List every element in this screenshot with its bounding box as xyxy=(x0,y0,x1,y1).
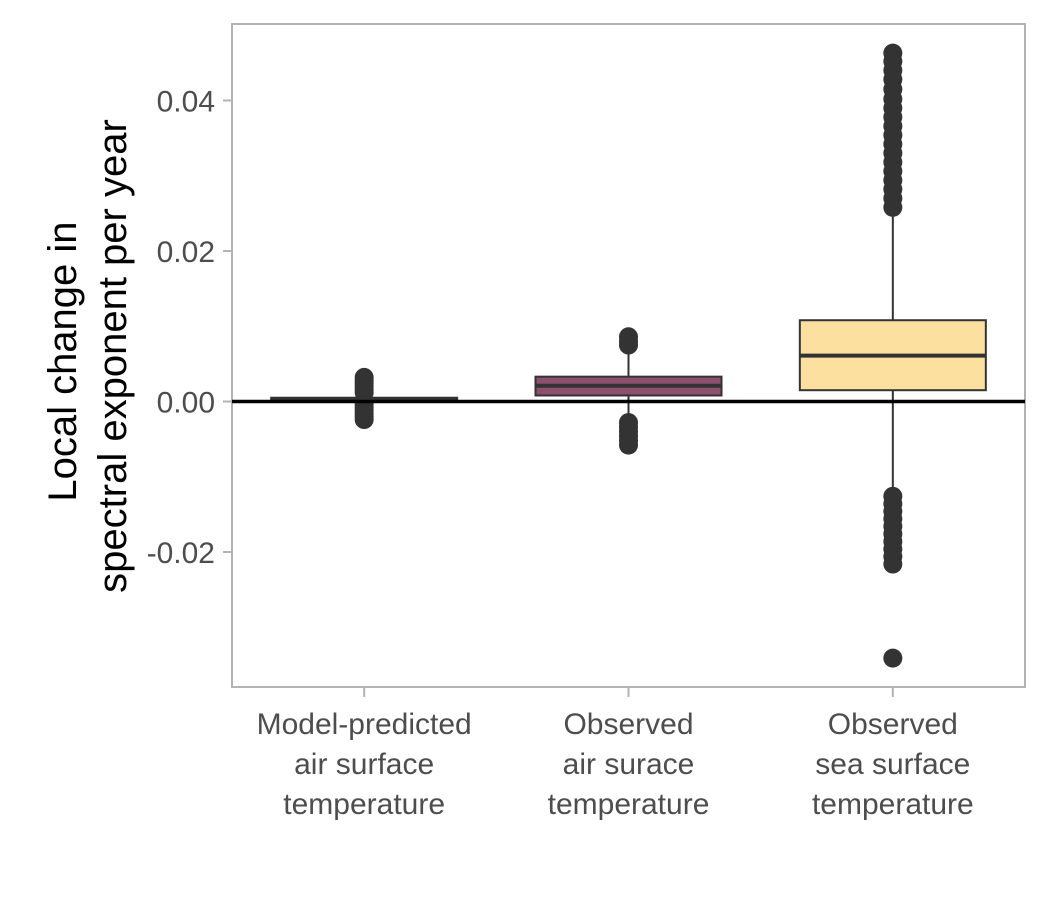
x-tick-label: Observed sea surface temperature xyxy=(812,708,974,821)
box-group-1 xyxy=(270,367,459,430)
box-group-3 xyxy=(798,43,987,668)
x-tick-label-line: Observed xyxy=(563,708,693,741)
outlier-point xyxy=(354,410,374,430)
y-tick-label: 0.02 xyxy=(157,236,215,269)
x-axis: Model-predicted air surface temperatureObs… xyxy=(257,687,974,821)
y-axis-title-line-2: spectral exponent per year xyxy=(91,119,135,593)
outlier-point xyxy=(883,648,903,668)
y-axis: -0.02 0.00 0.02 0.04 xyxy=(147,86,232,570)
outlier-point xyxy=(883,554,903,574)
x-tick-label-line: temperature xyxy=(812,788,974,821)
x-tick-label: Model-predicted air surface temperature xyxy=(257,708,472,821)
x-tick-label: Observed air surace temperature xyxy=(548,708,710,821)
outlier-point xyxy=(883,197,903,217)
outlier-point xyxy=(619,335,638,355)
x-tick-label-line: sea surface xyxy=(815,748,970,781)
x-tick-label-line: Model-predicted xyxy=(257,708,472,741)
y-tick-label: 0.04 xyxy=(157,86,215,119)
x-tick-label-line: temperature xyxy=(283,788,445,821)
outlier-point xyxy=(619,435,638,455)
x-tick-label-line: Observed xyxy=(828,708,958,741)
x-tick-label-line: temperature xyxy=(548,788,710,821)
y-axis-title: Local change in spectral exponent per ye… xyxy=(41,119,135,593)
box-group-2 xyxy=(534,327,723,455)
y-tick-label: 0.00 xyxy=(157,387,215,420)
x-tick-label-line: air surace xyxy=(563,748,695,781)
boxes-layer xyxy=(270,43,987,668)
x-tick-label-line: air surface xyxy=(294,748,434,781)
y-tick-label: -0.02 xyxy=(147,537,215,570)
y-axis-title-line-1: Local change in xyxy=(41,221,85,501)
